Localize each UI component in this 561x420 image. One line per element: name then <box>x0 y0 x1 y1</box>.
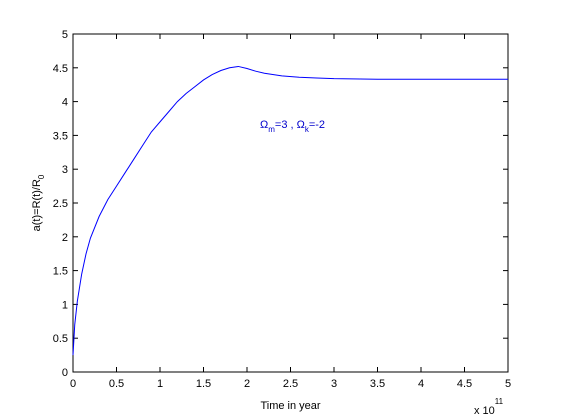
y-tick-label: 5 <box>62 29 68 41</box>
x-tick-label: 2.5 <box>283 378 298 390</box>
x-tick-label: 1.5 <box>196 378 211 390</box>
x-tick-label: 1 <box>157 378 163 390</box>
annotation-text: =-2 <box>309 119 325 131</box>
x-multiplier-exp: 11 <box>495 397 504 406</box>
x-tick-label: 0.5 <box>109 378 124 390</box>
data-line <box>72 65 508 356</box>
annotation-sub: k <box>305 125 310 134</box>
x-tick-label: 4 <box>418 378 424 390</box>
y-tick-label: 2.5 <box>53 198 68 210</box>
y-tick-label: 4 <box>62 97 68 109</box>
y-tick-label: 3.5 <box>53 130 68 142</box>
annotation-sub: m <box>268 125 275 134</box>
y-tick-label: 1.5 <box>53 266 68 278</box>
x-tick-label: 3.5 <box>370 378 385 390</box>
x-tick-label: 0 <box>70 378 76 390</box>
plot-frame <box>72 33 509 373</box>
annotation: Ωm=3 , Ωk=-2 <box>260 119 325 134</box>
x-tick-label: 2 <box>244 378 250 390</box>
y-label-main: a(t)=R(t)/R <box>31 179 43 231</box>
x-tick-label: 3 <box>331 378 337 390</box>
x-multiplier-base: x 10 <box>474 405 495 417</box>
y-tick-label: 3 <box>62 164 68 176</box>
x-tick-label: 4.5 <box>457 378 472 390</box>
y-axis-label: a(t)=R(t)/R0 <box>31 174 46 231</box>
x-multiplier: x 1011 <box>474 397 504 417</box>
x-tick-label: 5 <box>505 378 511 390</box>
y-tick-label: 4.5 <box>53 63 68 75</box>
y-tick-label: 0 <box>62 367 68 379</box>
annotation-text: Ω <box>260 119 268 131</box>
y-tick-label: 2 <box>62 232 68 244</box>
y-tick-label: 1 <box>62 299 68 311</box>
annotation-text: =3 , Ω <box>275 119 305 131</box>
y-tick-label: 0.5 <box>53 333 68 345</box>
y-label-sub: 0 <box>37 174 46 179</box>
x-axis-label: Time in year <box>260 400 320 412</box>
